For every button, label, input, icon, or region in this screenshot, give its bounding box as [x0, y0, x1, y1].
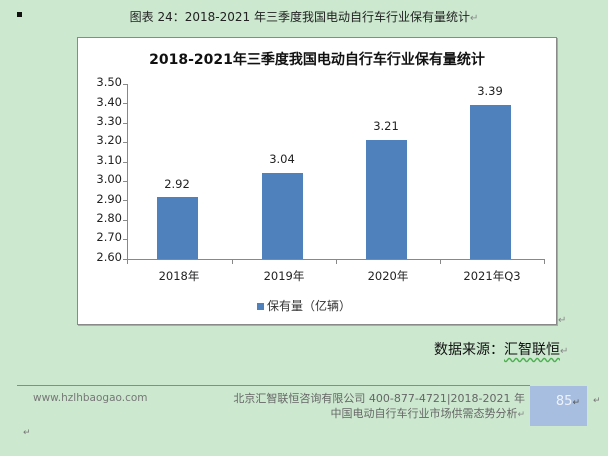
y-tick-label: 2.70	[96, 230, 122, 244]
bar-2019[interactable]	[262, 173, 303, 259]
y-tick-label: 2.80	[96, 211, 122, 225]
bar-value-label: 3.21	[373, 119, 399, 133]
y-tick-label: 3.50	[96, 75, 122, 89]
source-label: 数据来源：	[434, 342, 504, 358]
chart-container[interactable]: 2018-2021年三季度我国电动自行车行业保有量统计	[77, 37, 557, 325]
y-tick	[123, 142, 128, 143]
y-tick	[123, 84, 128, 85]
y-tick-label: 3.00	[96, 172, 122, 186]
y-tick-label: 3.30	[96, 114, 122, 128]
y-tick-label: 2.90	[96, 192, 122, 206]
figure-caption: 图表 24：2018-2021 年三季度我国电动自行车行业保有量统计↵	[0, 8, 608, 25]
bar-2020[interactable]	[366, 140, 407, 259]
y-tick-label: 3.20	[96, 133, 122, 147]
x-tick	[232, 259, 233, 264]
category-label: 2020年	[367, 269, 409, 283]
category-label: 2018年	[158, 269, 200, 283]
footer-company-info: 北京汇智联恒咨询有限公司 400-877-4721|2018-2021 年 中国…	[205, 391, 525, 423]
page-number: 85	[555, 394, 573, 409]
paragraph-mark-icon: ↵	[572, 398, 580, 408]
footer-company-line1: 北京汇智联恒咨询有限公司 400-877-4721|2018-2021 年	[233, 392, 525, 405]
y-tick	[123, 181, 128, 182]
x-tick	[440, 259, 441, 264]
bar-value-label: 3.39	[477, 84, 503, 98]
source-name: 汇智联恒	[504, 342, 560, 358]
bar-2021q3[interactable]	[470, 105, 511, 259]
figure-caption-text: 图表 24：2018-2021 年三季度我国电动自行车行业保有量统计	[129, 10, 470, 24]
bar-2018[interactable]	[157, 197, 198, 259]
page-number-box: 85↵	[530, 386, 587, 426]
y-tick-label: 3.10	[96, 153, 122, 167]
paragraph-mark-icon: ↵	[558, 315, 567, 326]
paragraph-mark-icon: ↵	[517, 410, 525, 420]
footer-url[interactable]: www.hzlhbaogao.com	[33, 392, 148, 404]
chart-legend: 保有量（亿辆）	[0, 297, 608, 314]
y-axis-line	[127, 84, 128, 259]
bar-value-label: 3.04	[269, 152, 295, 166]
category-label: 2021年Q3	[463, 269, 521, 283]
x-tick	[127, 259, 128, 264]
y-tick	[123, 220, 128, 221]
bar-value-label: 2.92	[164, 177, 190, 191]
y-tick	[123, 239, 128, 240]
x-tick	[544, 259, 545, 264]
footer-divider	[17, 385, 530, 386]
legend-label: 保有量（亿辆）	[266, 299, 351, 313]
y-tick	[123, 123, 128, 124]
y-tick-label: 2.60	[96, 250, 122, 264]
y-tick	[123, 259, 128, 260]
y-tick	[123, 162, 128, 163]
list-bullet	[17, 12, 22, 17]
paragraph-mark-icon: ↵	[593, 396, 601, 406]
y-tick	[123, 103, 128, 104]
footer-company-line2: 中国电动自行车行业市场供需态势分析	[330, 407, 518, 420]
data-source: 数据来源：汇智联恒↵	[434, 339, 568, 359]
category-label: 2019年	[263, 269, 305, 283]
paragraph-mark-icon: ↵	[23, 428, 31, 438]
legend-swatch-icon	[256, 303, 264, 310]
paragraph-mark-icon: ↵	[560, 346, 569, 357]
paragraph-mark-icon: ↵	[469, 13, 479, 24]
chart-title: 2018-2021年三季度我国电动自行车行业保有量统计	[149, 52, 485, 68]
y-tick	[123, 200, 128, 201]
y-tick-label: 3.40	[96, 95, 122, 109]
x-tick	[336, 259, 337, 264]
